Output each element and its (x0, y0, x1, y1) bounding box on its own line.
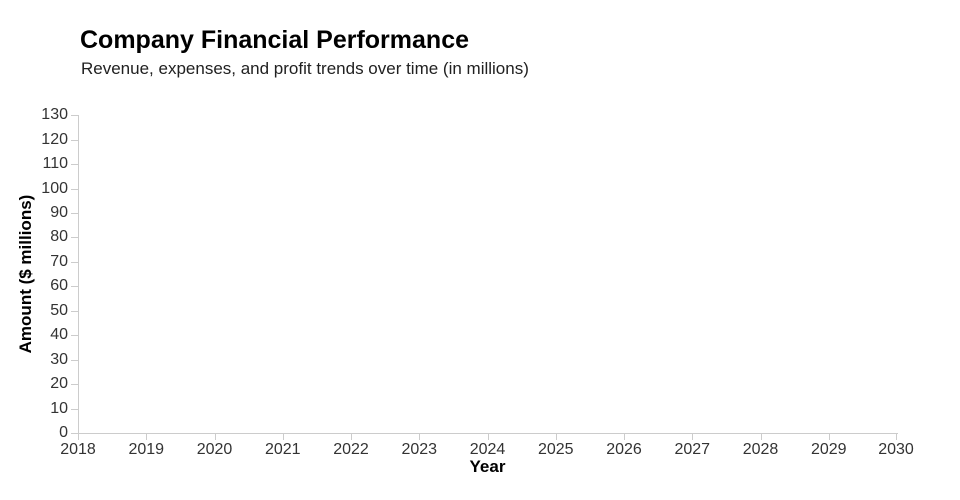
x-axis-tick-mark (419, 434, 421, 440)
x-axis-tick-label: 2022 (333, 441, 369, 458)
x-axis-tick-mark (555, 434, 557, 440)
y-axis-tick-mark (71, 384, 78, 386)
x-axis-tick-mark (282, 434, 284, 440)
x-axis-tick-mark (351, 434, 352, 440)
x-axis-tick-mark (828, 434, 830, 440)
y-axis-tick-label: 30 (50, 350, 68, 368)
x-axis-tick-label: 2018 (60, 441, 96, 458)
y-axis-tick-label: 80 (50, 228, 68, 246)
x-axis-tick-label: 2028 (742, 441, 779, 458)
y-axis-tick-label: 10 (50, 399, 68, 417)
x-axis-tick-label: 2023 (401, 441, 438, 458)
x-axis-tick-mark (487, 434, 489, 440)
y-axis-tick-label: 0 (59, 424, 68, 441)
x-axis-title: Year (469, 457, 506, 476)
x-axis-tick-mark (214, 434, 216, 440)
chart-subtitle: Revenue, expenses, and profit trends ove… (81, 59, 529, 78)
y-axis-tick-mark (71, 115, 78, 116)
y-axis-tick-mark (71, 286, 78, 288)
y-axis-tick-label: 90 (50, 203, 68, 221)
y-axis-tick-mark (71, 310, 78, 312)
x-axis-tick-mark (78, 434, 79, 440)
x-axis-tick-label: 2030 (878, 441, 914, 458)
x-axis-tick-mark (624, 434, 625, 440)
x-axis-tick-label: 2029 (810, 441, 847, 458)
y-axis-tick-mark (71, 359, 78, 361)
chart-title: Company Financial Performance (80, 26, 470, 54)
y-axis-tick-mark (71, 433, 78, 434)
y-axis-tick-label: 130 (41, 106, 68, 123)
x-axis-tick-label: 2019 (128, 441, 165, 458)
y-axis-tick-label: 50 (50, 301, 68, 319)
y-axis-title: Amount ($ millions) (16, 194, 35, 354)
x-axis-tick-label: 2020 (196, 441, 233, 458)
x-axis-tick-mark (146, 434, 148, 440)
x-axis-tick-label: 2021 (264, 441, 301, 458)
y-axis-tick-label: 70 (50, 252, 68, 270)
plot-area (78, 115, 898, 434)
y-axis-tick-label: 110 (42, 155, 68, 173)
y-axis-tick-mark (71, 408, 78, 410)
y-axis-tick-label: 20 (50, 375, 68, 393)
y-axis-tick-mark (71, 261, 78, 263)
x-axis-tick-mark (760, 434, 762, 440)
y-axis-tick-label: 120 (41, 130, 68, 148)
x-axis-tick-mark (896, 434, 897, 440)
y-axis-tick-mark (71, 139, 78, 141)
x-axis-tick-label: 2026 (606, 441, 642, 458)
y-axis-tick-mark (71, 188, 78, 190)
x-axis-tick-label: 2024 (469, 441, 506, 458)
x-axis-tick-label: 2027 (674, 441, 711, 458)
y-axis-tick-label: 100 (41, 179, 68, 197)
y-axis-tick-mark (71, 335, 78, 337)
y-axis-tick-mark (71, 164, 78, 166)
y-axis-tick-label: 60 (50, 277, 68, 295)
y-axis-tick-mark (71, 237, 78, 239)
y-axis-tick-label: 40 (50, 326, 68, 344)
x-axis-tick-mark (692, 434, 694, 440)
y-axis-tick-mark (71, 212, 78, 214)
x-axis-tick-label: 2025 (537, 441, 574, 458)
